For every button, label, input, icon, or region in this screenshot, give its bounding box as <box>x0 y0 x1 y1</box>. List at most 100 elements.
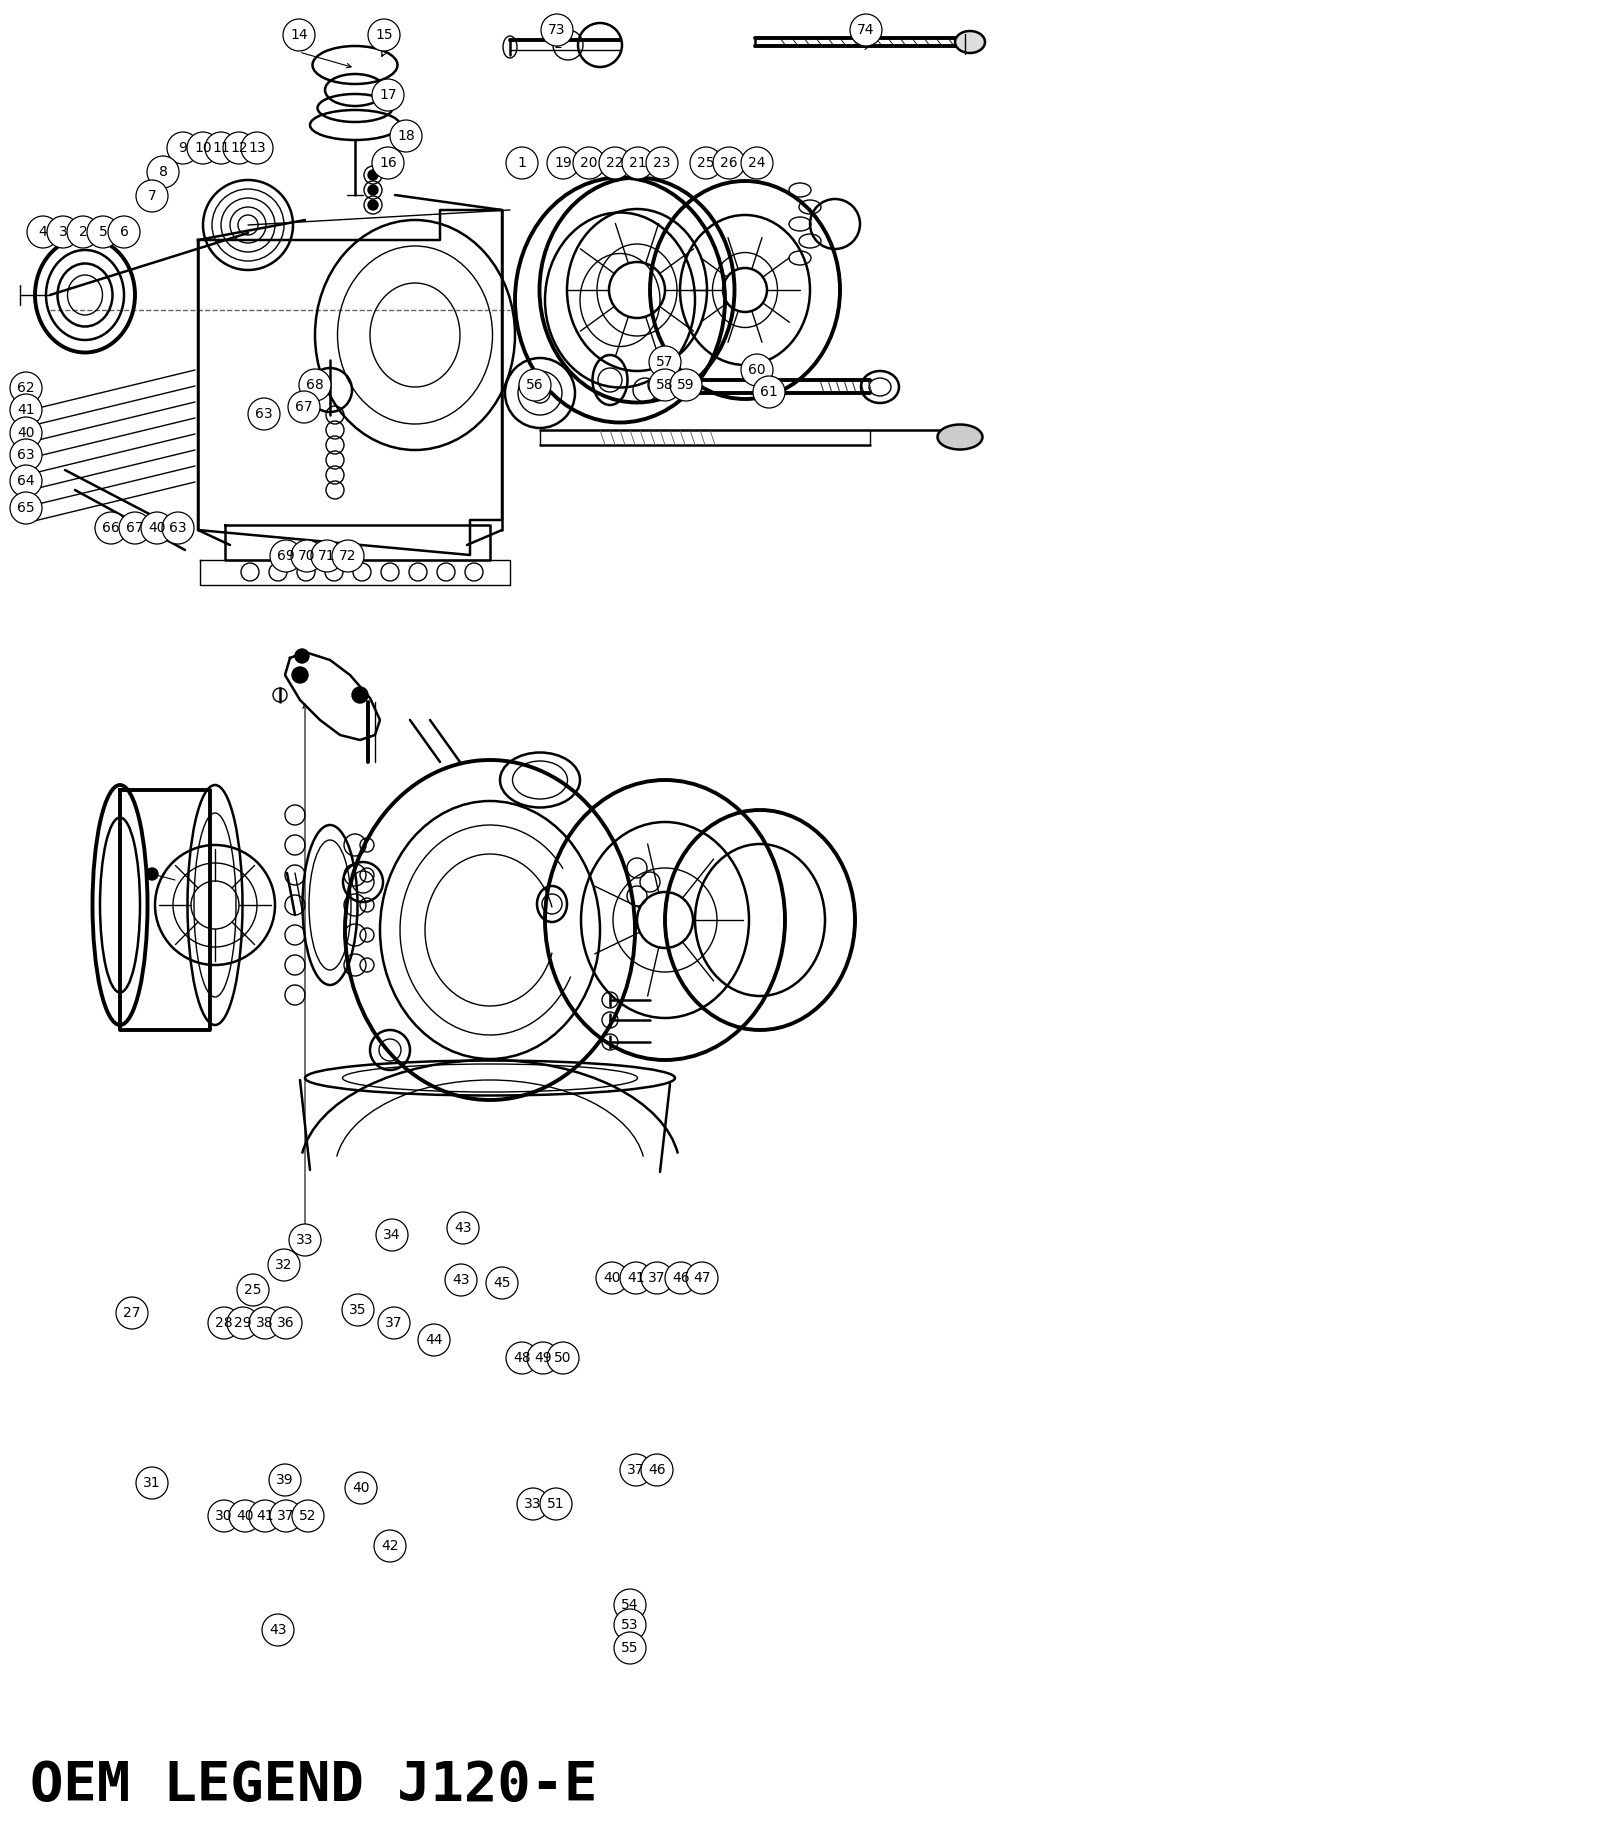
Circle shape <box>166 133 198 164</box>
Circle shape <box>10 395 42 426</box>
Text: 23: 23 <box>653 157 670 170</box>
Circle shape <box>290 1223 322 1256</box>
Text: 37: 37 <box>386 1315 403 1330</box>
Text: 46: 46 <box>672 1271 690 1284</box>
Text: 74: 74 <box>858 22 875 37</box>
Circle shape <box>250 1306 282 1339</box>
Text: 59: 59 <box>677 378 694 391</box>
Text: 64: 64 <box>18 474 35 487</box>
Text: 73: 73 <box>549 22 566 37</box>
Text: 11: 11 <box>213 140 230 155</box>
Circle shape <box>598 148 630 179</box>
Circle shape <box>269 1249 301 1280</box>
Circle shape <box>573 148 605 179</box>
Text: 32: 32 <box>275 1258 293 1271</box>
Text: 54: 54 <box>621 1598 638 1613</box>
Text: 37: 37 <box>648 1271 666 1284</box>
Circle shape <box>270 541 302 572</box>
Circle shape <box>27 216 59 247</box>
Text: 7: 7 <box>147 188 157 203</box>
Text: 22: 22 <box>606 157 624 170</box>
Circle shape <box>595 1262 627 1293</box>
Text: 56: 56 <box>526 378 544 391</box>
Text: 58: 58 <box>656 378 674 391</box>
Ellipse shape <box>938 424 982 450</box>
Circle shape <box>646 148 678 179</box>
Text: 15: 15 <box>374 28 394 42</box>
Text: 46: 46 <box>648 1463 666 1478</box>
Circle shape <box>445 1264 477 1295</box>
Text: 41: 41 <box>256 1509 274 1522</box>
Circle shape <box>446 1212 478 1244</box>
Circle shape <box>741 148 773 179</box>
Text: 44: 44 <box>426 1332 443 1347</box>
Text: 4: 4 <box>38 225 48 240</box>
Text: 1: 1 <box>517 157 526 170</box>
Circle shape <box>136 181 168 212</box>
Circle shape <box>547 1341 579 1375</box>
Text: 33: 33 <box>296 1232 314 1247</box>
Circle shape <box>115 1297 147 1328</box>
Circle shape <box>288 391 320 423</box>
Text: 9: 9 <box>179 140 187 155</box>
Circle shape <box>614 1589 646 1622</box>
Text: 63: 63 <box>18 448 35 461</box>
Circle shape <box>270 1306 302 1339</box>
Text: 21: 21 <box>629 157 646 170</box>
Circle shape <box>754 376 786 408</box>
Circle shape <box>269 1463 301 1496</box>
Circle shape <box>650 369 682 400</box>
Circle shape <box>547 148 579 179</box>
Text: 37: 37 <box>277 1509 294 1522</box>
Text: 30: 30 <box>216 1509 232 1522</box>
Circle shape <box>342 1293 374 1327</box>
Circle shape <box>229 1500 261 1531</box>
Text: 51: 51 <box>547 1496 565 1511</box>
Text: 45: 45 <box>493 1277 510 1290</box>
Circle shape <box>368 170 378 181</box>
Circle shape <box>666 1262 698 1293</box>
Circle shape <box>205 133 237 164</box>
Text: 55: 55 <box>621 1640 638 1655</box>
Circle shape <box>291 541 323 572</box>
Text: 16: 16 <box>379 157 397 170</box>
Text: 14: 14 <box>290 28 307 42</box>
Text: 43: 43 <box>454 1221 472 1234</box>
Circle shape <box>222 133 254 164</box>
Circle shape <box>622 148 654 179</box>
Circle shape <box>686 1262 718 1293</box>
Circle shape <box>506 1341 538 1375</box>
Circle shape <box>291 1500 323 1531</box>
Circle shape <box>517 1489 549 1520</box>
Circle shape <box>94 513 126 544</box>
Text: 63: 63 <box>254 408 274 421</box>
Text: 62: 62 <box>18 382 35 395</box>
Circle shape <box>333 541 365 572</box>
Text: 60: 60 <box>749 363 766 376</box>
Circle shape <box>850 15 882 46</box>
Text: 61: 61 <box>760 386 778 399</box>
Text: 52: 52 <box>299 1509 317 1522</box>
Circle shape <box>109 216 141 247</box>
Text: 39: 39 <box>277 1472 294 1487</box>
Text: 25: 25 <box>698 157 715 170</box>
Text: 38: 38 <box>256 1315 274 1330</box>
Circle shape <box>141 513 173 544</box>
Text: 66: 66 <box>102 520 120 535</box>
Text: 12: 12 <box>230 140 248 155</box>
Text: 65: 65 <box>18 502 35 515</box>
Circle shape <box>371 79 403 111</box>
Text: 67: 67 <box>126 520 144 535</box>
Circle shape <box>506 148 538 179</box>
Text: 47: 47 <box>693 1271 710 1284</box>
Circle shape <box>294 649 309 662</box>
Text: 41: 41 <box>18 402 35 417</box>
Circle shape <box>237 1275 269 1306</box>
Circle shape <box>486 1268 518 1299</box>
Circle shape <box>270 1500 302 1531</box>
Circle shape <box>67 216 99 247</box>
Text: 49: 49 <box>534 1351 552 1365</box>
Text: 68: 68 <box>306 378 323 391</box>
Circle shape <box>187 133 219 164</box>
Circle shape <box>248 399 280 430</box>
